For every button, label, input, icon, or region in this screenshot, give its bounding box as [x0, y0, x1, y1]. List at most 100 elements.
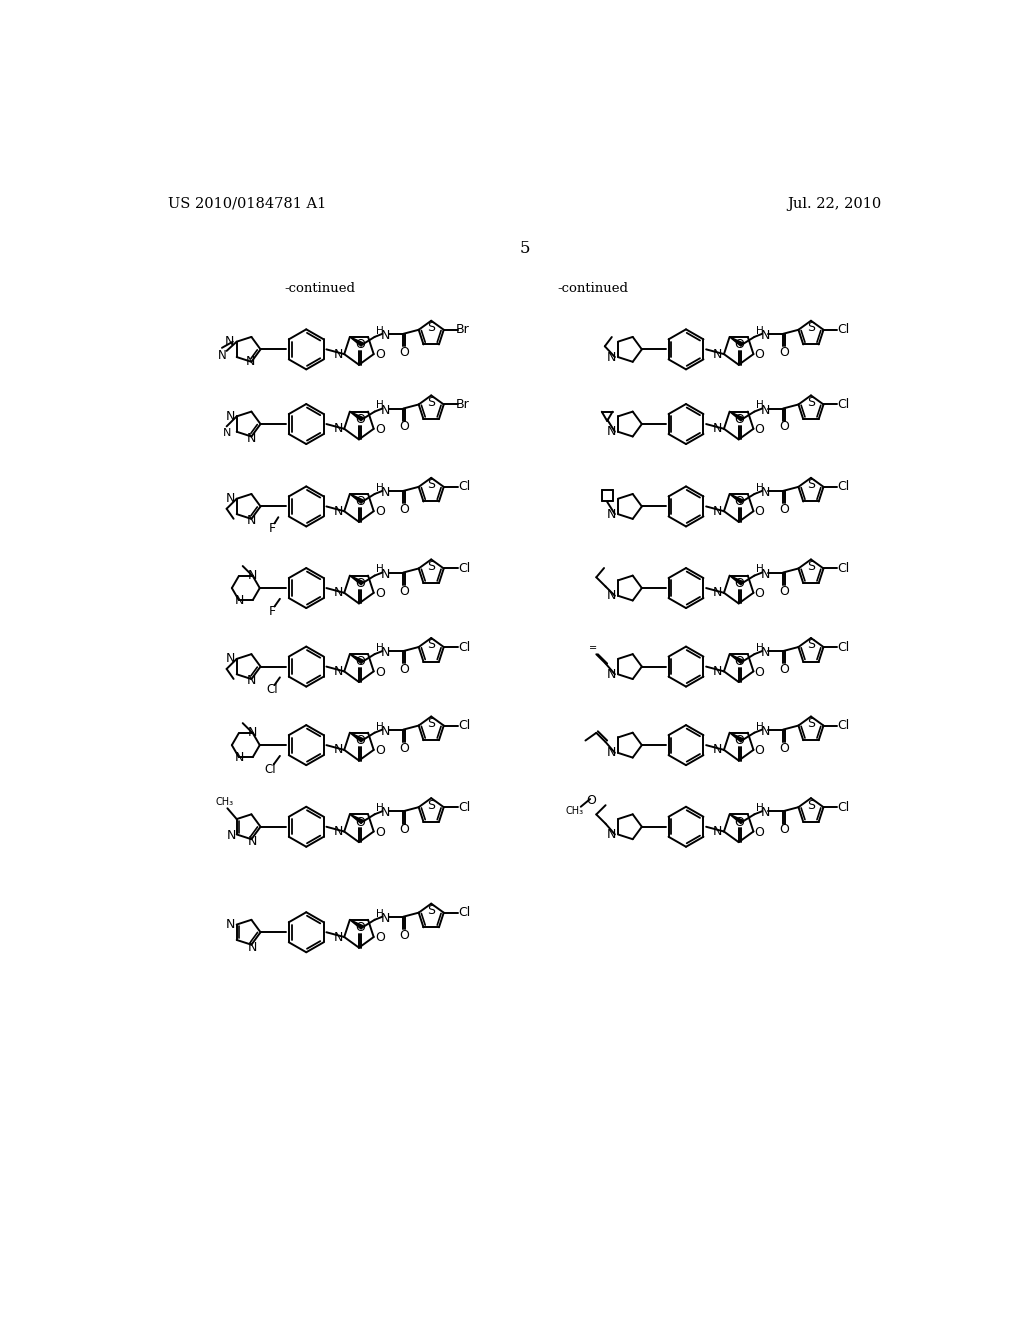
Polygon shape [350, 494, 364, 503]
Text: N: N [248, 726, 257, 739]
Text: N: N [381, 568, 390, 581]
Text: O: O [399, 929, 409, 941]
Text: O: O [779, 503, 788, 516]
Text: O: O [734, 413, 744, 426]
Text: O: O [399, 503, 409, 516]
Text: O: O [354, 495, 365, 508]
Text: O: O [375, 932, 385, 944]
Text: US 2010/0184781 A1: US 2010/0184781 A1 [168, 197, 327, 211]
Text: 5: 5 [519, 240, 530, 257]
Polygon shape [729, 412, 743, 421]
Text: O: O [779, 663, 788, 676]
Text: O: O [399, 742, 409, 755]
Text: Cl: Cl [838, 801, 850, 813]
Polygon shape [350, 576, 364, 585]
Text: N: N [334, 931, 343, 944]
Text: O: O [354, 921, 365, 935]
Text: H: H [376, 722, 384, 731]
Text: H: H [756, 722, 764, 731]
Polygon shape [350, 337, 364, 346]
Text: O: O [399, 585, 409, 598]
Polygon shape [729, 494, 743, 503]
Text: O: O [354, 734, 365, 747]
Text: CH₃: CH₃ [215, 797, 233, 807]
Text: N: N [225, 335, 234, 348]
Text: S: S [807, 639, 815, 651]
Polygon shape [350, 412, 364, 421]
Text: Cl: Cl [458, 640, 470, 653]
Text: O: O [734, 495, 744, 508]
Text: H: H [376, 483, 384, 492]
Text: O: O [755, 348, 765, 362]
Text: N: N [226, 829, 236, 842]
Text: O: O [375, 587, 385, 601]
Text: N: N [713, 347, 723, 360]
Text: Cl: Cl [458, 480, 470, 494]
Text: N: N [381, 912, 390, 925]
Text: S: S [807, 478, 815, 491]
Text: H: H [376, 643, 384, 653]
Text: Br: Br [457, 323, 470, 337]
Text: N: N [334, 665, 343, 678]
Text: N: N [761, 404, 770, 417]
Text: N: N [226, 917, 236, 931]
Text: Cl: Cl [838, 562, 850, 576]
Text: N: N [713, 665, 723, 678]
Text: Cl: Cl [458, 906, 470, 919]
Polygon shape [729, 337, 743, 346]
Text: O: O [375, 826, 385, 838]
Text: N: N [248, 836, 257, 847]
Text: N: N [607, 589, 616, 602]
Text: O: O [399, 663, 409, 676]
Text: N: N [222, 428, 230, 438]
Text: O: O [354, 816, 365, 829]
Text: O: O [779, 824, 788, 836]
Text: O: O [734, 656, 744, 668]
Text: O: O [755, 587, 765, 601]
Text: N: N [381, 725, 390, 738]
Text: O: O [399, 421, 409, 433]
Text: N: N [248, 569, 257, 582]
Text: Cl: Cl [458, 562, 470, 576]
Polygon shape [350, 814, 364, 824]
Text: N: N [234, 751, 245, 764]
Text: N: N [334, 504, 343, 517]
Text: O: O [734, 338, 744, 351]
Text: O: O [354, 338, 365, 351]
Text: S: S [427, 639, 435, 651]
Text: N: N [713, 422, 723, 436]
Text: N: N [334, 825, 343, 838]
Text: N: N [607, 828, 616, 841]
Text: N: N [607, 668, 616, 681]
Text: Cl: Cl [265, 763, 276, 776]
Text: Cl: Cl [838, 719, 850, 733]
Text: N: N [248, 941, 257, 953]
Text: O: O [734, 816, 744, 829]
Text: O: O [354, 577, 365, 590]
Text: CH₃: CH₃ [565, 807, 584, 816]
Text: N: N [247, 675, 256, 688]
Text: Cl: Cl [458, 719, 470, 733]
Text: S: S [427, 321, 435, 334]
Polygon shape [729, 655, 743, 664]
Text: O: O [755, 826, 765, 838]
Text: O: O [779, 742, 788, 755]
Text: N: N [234, 594, 245, 607]
Text: N: N [226, 492, 236, 506]
Text: Jul. 22, 2010: Jul. 22, 2010 [787, 197, 882, 211]
Text: H: H [376, 803, 384, 813]
Text: N: N [246, 355, 255, 368]
Text: N: N [607, 351, 616, 363]
Text: N: N [761, 725, 770, 738]
Text: O: O [755, 424, 765, 436]
Text: O: O [755, 665, 765, 678]
Text: O: O [734, 577, 744, 590]
Text: Cl: Cl [838, 480, 850, 494]
Text: F: F [268, 521, 275, 535]
Text: N: N [226, 652, 236, 665]
Text: N: N [247, 513, 256, 527]
Text: N: N [761, 329, 770, 342]
Text: O: O [779, 585, 788, 598]
Text: O: O [587, 795, 597, 807]
Text: N: N [713, 825, 723, 838]
